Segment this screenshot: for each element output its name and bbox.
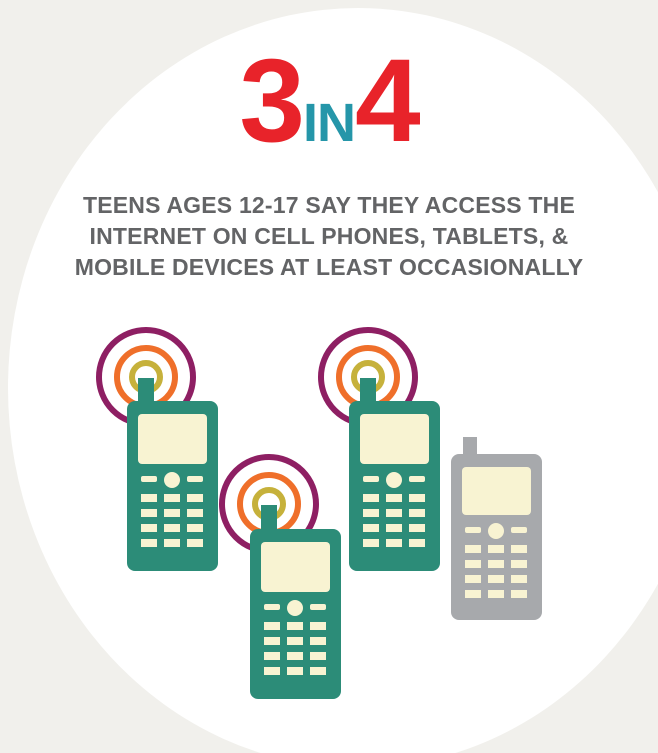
cell-phone-signal-icon xyxy=(219,454,341,699)
subtitle: TEENS AGES 12-17 SAY THEY ACCESS THE INT… xyxy=(0,190,658,283)
headline-connector: IN xyxy=(303,93,356,153)
headline-stat: 3IN4 xyxy=(0,42,658,160)
headline-number-left: 3 xyxy=(239,35,305,167)
cell-phone-icon xyxy=(451,437,542,620)
subtitle-line-1: TEENS AGES 12-17 SAY THEY ACCESS THE xyxy=(82,192,576,218)
subtitle-line-3: MOBILE DEVICES AT LEAST OCCASIONALLY xyxy=(74,254,584,280)
headline-number-right: 4 xyxy=(355,35,421,167)
cell-phone-signal-icon xyxy=(96,327,218,571)
cell-phone-signal-icon xyxy=(318,327,440,571)
subtitle-line-2: INTERNET ON CELL PHONES, TABLETS, & xyxy=(89,223,569,249)
